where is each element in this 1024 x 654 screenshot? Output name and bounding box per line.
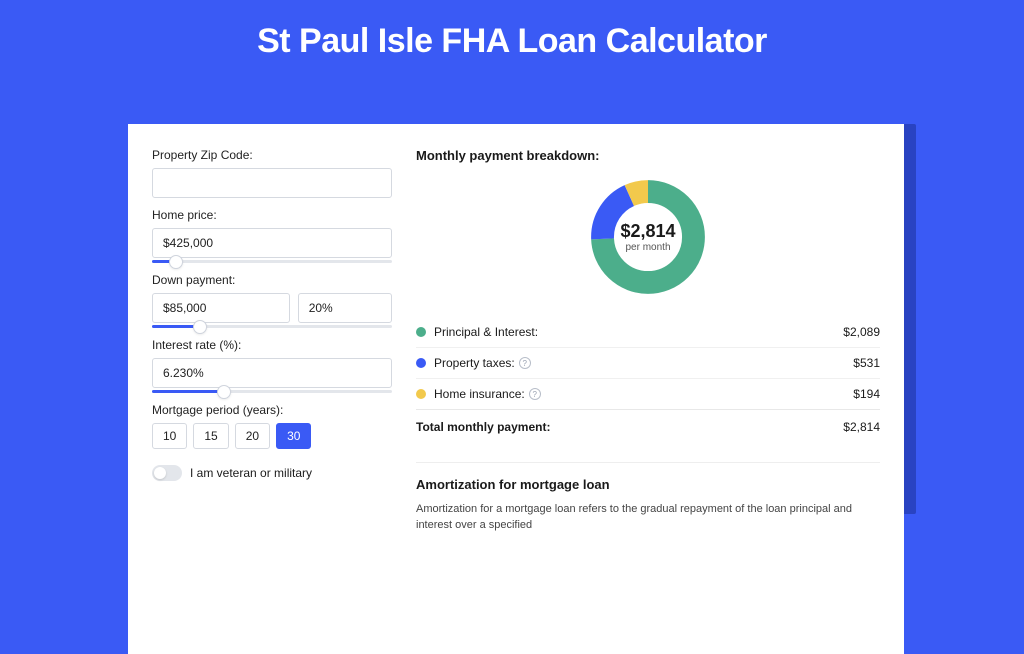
term-button-10[interactable]: 10: [152, 423, 187, 449]
info-icon[interactable]: ?: [529, 388, 541, 400]
legend-dot: [416, 327, 426, 337]
info-icon[interactable]: ?: [519, 357, 531, 369]
donut-label: per month: [625, 242, 670, 253]
breakdown-label: Principal & Interest:: [434, 325, 843, 339]
term-button-15[interactable]: 15: [193, 423, 228, 449]
home-price-group: Home price:: [152, 208, 392, 263]
amortization-text: Amortization for a mortgage loan refers …: [416, 502, 880, 534]
slider-handle[interactable]: [193, 320, 207, 334]
zip-label: Property Zip Code:: [152, 148, 392, 162]
total-row: Total monthly payment: $2,814: [416, 409, 880, 444]
veteran-label: I am veteran or military: [190, 466, 312, 480]
down-payment-slider[interactable]: [152, 325, 392, 328]
breakdown-value: $2,089: [843, 325, 880, 339]
veteran-toggle[interactable]: [152, 465, 182, 481]
term-button-20[interactable]: 20: [235, 423, 270, 449]
slider-handle[interactable]: [217, 385, 231, 399]
legend-dot: [416, 358, 426, 368]
breakdown-rows: Principal & Interest:$2,089Property taxe…: [416, 317, 880, 409]
term-button-30[interactable]: 30: [276, 423, 311, 449]
breakdown-title: Monthly payment breakdown:: [416, 148, 880, 163]
interest-rate-label: Interest rate (%):: [152, 338, 392, 352]
amortization-title: Amortization for mortgage loan: [416, 477, 880, 492]
amortization-block: Amortization for mortgage loan Amortizat…: [416, 462, 880, 534]
toggle-knob: [154, 467, 166, 479]
calculator-card: Property Zip Code: Home price: Down paym…: [128, 124, 904, 654]
breakdown-row: Principal & Interest:$2,089: [416, 317, 880, 347]
down-payment-percent-input[interactable]: [298, 293, 392, 323]
interest-rate-group: Interest rate (%):: [152, 338, 392, 393]
breakdown-row: Property taxes:?$531: [416, 347, 880, 378]
donut-wrap: $2,814 per month: [416, 177, 880, 297]
results-column: Monthly payment breakdown: $2,814 per mo…: [416, 148, 880, 534]
legend-dot: [416, 389, 426, 399]
zip-field-group: Property Zip Code:: [152, 148, 392, 198]
breakdown-label: Home insurance:?: [434, 387, 853, 401]
slider-handle[interactable]: [169, 255, 183, 269]
total-value: $2,814: [843, 420, 880, 434]
page-title: St Paul Isle FHA Loan Calculator: [0, 0, 1024, 79]
breakdown-value: $194: [853, 387, 880, 401]
interest-rate-slider[interactable]: [152, 390, 392, 393]
donut-amount: $2,814: [620, 221, 675, 242]
home-price-label: Home price:: [152, 208, 392, 222]
total-label: Total monthly payment:: [416, 420, 843, 434]
zip-input[interactable]: [152, 168, 392, 198]
breakdown-row: Home insurance:?$194: [416, 378, 880, 409]
down-payment-group: Down payment:: [152, 273, 392, 328]
breakdown-value: $531: [853, 356, 880, 370]
home-price-input[interactable]: [152, 228, 392, 258]
donut-chart: $2,814 per month: [588, 177, 708, 297]
interest-rate-input[interactable]: [152, 358, 392, 388]
down-payment-amount-input[interactable]: [152, 293, 290, 323]
term-buttons: 1015 2030: [152, 423, 392, 449]
form-column: Property Zip Code: Home price: Down paym…: [152, 148, 392, 534]
veteran-toggle-row: I am veteran or military: [152, 465, 392, 481]
breakdown-label: Property taxes:?: [434, 356, 853, 370]
home-price-slider[interactable]: [152, 260, 392, 263]
mortgage-period-group: Mortgage period (years): 1015 2030: [152, 403, 392, 449]
mortgage-period-label: Mortgage period (years):: [152, 403, 392, 417]
down-payment-label: Down payment:: [152, 273, 392, 287]
donut-center: $2,814 per month: [588, 177, 708, 297]
